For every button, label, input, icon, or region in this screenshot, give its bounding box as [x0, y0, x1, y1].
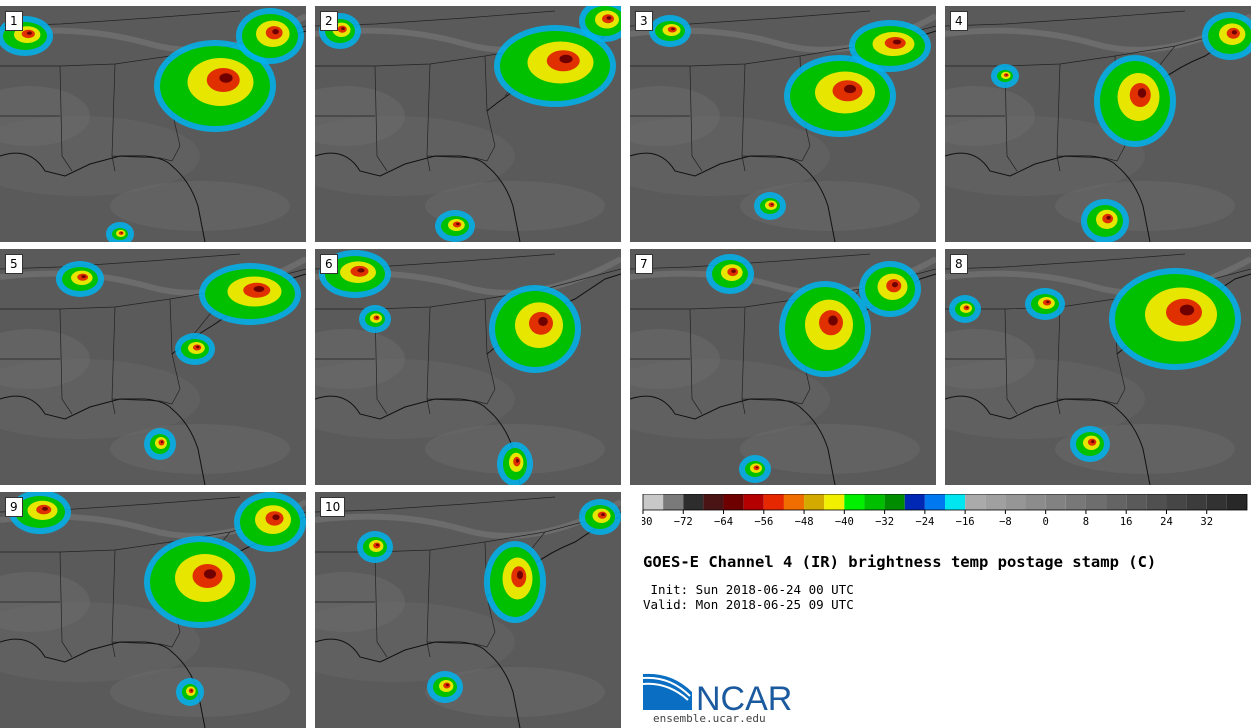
ncar-logo-text: NCAR [696, 680, 792, 714]
satellite-map [315, 492, 621, 728]
colorbar-tick-label: 32 [1200, 516, 1213, 528]
postage-stamp-panel: 5 [0, 249, 306, 485]
colorbar-tick-label: −24 [915, 516, 934, 528]
colorbar-bin [864, 494, 885, 510]
panel-number: 3 [635, 11, 653, 31]
colorbar-tick-label: −48 [795, 516, 814, 528]
satellite-map [0, 249, 306, 485]
panel-number: 7 [635, 254, 653, 274]
colorbar-bin [1126, 494, 1147, 510]
panel-number: 8 [950, 254, 968, 274]
colorbar-tick-label: −64 [714, 516, 733, 528]
panel-number: 6 [320, 254, 338, 274]
satellite-map [945, 249, 1251, 485]
panel-number: 5 [5, 254, 23, 274]
colorbar-bin [703, 494, 724, 510]
colorbar-bin [663, 494, 684, 510]
colorbar-tick-label: −56 [754, 516, 773, 528]
colorbar-bin [743, 494, 764, 510]
postage-stamp-panel: 10 [315, 492, 621, 728]
colorbar-bin [804, 494, 825, 510]
colorbar-bin [844, 494, 865, 510]
colorbar-bin [985, 494, 1006, 510]
panel-number: 10 [320, 497, 346, 517]
colorbar-bin [1025, 494, 1046, 510]
postage-stamp-panel: 2 [315, 6, 621, 242]
colorbar-bin [1085, 494, 1107, 510]
postage-stamp-panel: 3 [630, 6, 936, 242]
colorbar-bin [783, 494, 805, 510]
satellite-map [0, 6, 306, 242]
ncar-logo: NCAR [642, 673, 792, 714]
postage-stamp-panel: 1 [0, 6, 306, 242]
colorbar-frame [642, 494, 1248, 511]
satellite-map [630, 6, 936, 242]
colorbar-bin [1166, 494, 1187, 510]
colorbar-bin [1005, 494, 1026, 510]
valid-time: Valid: Mon 2018-06-25 09 UTC [643, 597, 854, 612]
satellite-map [0, 492, 306, 728]
postage-stamp-panel: 4 [945, 6, 1251, 242]
colorbar-bin [965, 494, 986, 510]
colorbar-tick-label: −40 [835, 516, 854, 528]
postage-stamp-panel: 9 [0, 492, 306, 728]
satellite-map [945, 6, 1251, 242]
colorbar-bin [723, 494, 744, 510]
colorbar-bin [904, 494, 925, 510]
panel-number: 9 [5, 497, 23, 517]
colorbar-bin [884, 494, 905, 510]
satellite-map [315, 249, 621, 485]
colorbar-bin [824, 494, 845, 510]
colorbar-tick-label: 24 [1160, 516, 1173, 528]
colorbar-tick-label: −32 [875, 516, 894, 528]
colorbar-bin [1226, 494, 1247, 510]
colorbar-tick-label: −80 [642, 516, 652, 528]
colorbar-bin [1065, 494, 1086, 510]
postage-stamp-panel: 6 [315, 249, 621, 485]
colorbar-bin [763, 494, 784, 510]
colorbar-bin [683, 494, 704, 510]
colorbar-tick-label: −72 [674, 516, 693, 528]
colorbar-bin [1045, 494, 1066, 510]
satellite-map [315, 6, 621, 242]
panel-number: 4 [950, 11, 968, 31]
panel-number: 1 [5, 11, 23, 31]
colorbar-tick-label: 0 [1043, 516, 1049, 528]
colorbar-tick-label: 16 [1120, 516, 1133, 528]
colorbar-bin [1146, 494, 1167, 510]
colorbar-tick-label: −16 [956, 516, 975, 528]
postage-stamp-panel: 7 [630, 249, 936, 485]
logo-url: ensemble.ucar.edu [653, 712, 766, 725]
colorbar-bin [1106, 494, 1127, 510]
satellite-map [630, 249, 936, 485]
colorbar-bin [924, 494, 945, 510]
colorbar-bin [643, 494, 664, 510]
postage-stamp-panel: 8 [945, 249, 1251, 485]
colorbar-tick-label: 8 [1083, 516, 1089, 528]
figure-title: GOES-E Channel 4 (IR) brightness temp po… [643, 553, 1157, 571]
colorbar-bin [945, 494, 966, 510]
colorbar-bin [1206, 494, 1227, 510]
colorbar-tick-label: −8 [999, 516, 1012, 528]
panel-number: 2 [320, 11, 338, 31]
colorbar-bin [1186, 494, 1207, 510]
init-time: Init: Sun 2018-06-24 00 UTC [643, 582, 854, 597]
